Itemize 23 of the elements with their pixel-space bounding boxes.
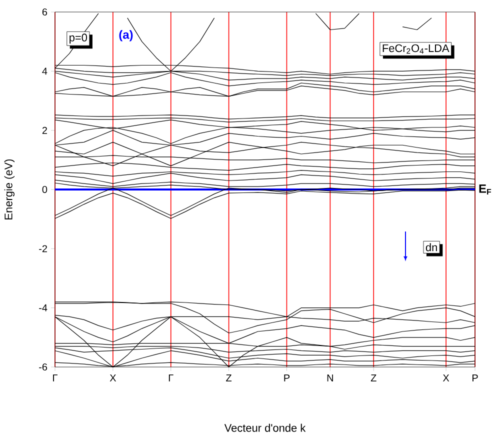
x-tick-label: X [442,374,450,382]
x-tick-label: Z [226,374,232,382]
x-tick-label: N [327,374,333,382]
y-tick-label: 0 [42,186,48,194]
x-tick-label: P [472,374,478,382]
ref-line-label: E$_{F}$ [479,184,492,195]
x-tick-label: Γ [53,374,58,382]
y-tick-label: -6 [39,363,48,371]
y-tick-label: 2 [42,126,47,134]
annotation: dn [426,243,437,252]
x-tick-label: P [284,374,290,382]
y-tick-label: 4 [42,68,48,75]
x-axis-title: Vecteur d'onde k [224,424,306,432]
y-tick-label: 6 [42,8,48,16]
x-tick-label: Z [370,374,376,382]
y-tick-label: -4 [39,304,48,312]
y-tick-label: -2 [39,245,47,252]
annotation: p=0 [70,34,88,44]
x-tick-label: Γ [168,374,174,382]
annotation: (a) [119,30,133,42]
y-axis-title: Energie (eV) [4,159,15,220]
x-tick-label: X [110,374,116,382]
annotation: FeCr$_{2}$O$_{4}$-LDA [382,44,450,54]
